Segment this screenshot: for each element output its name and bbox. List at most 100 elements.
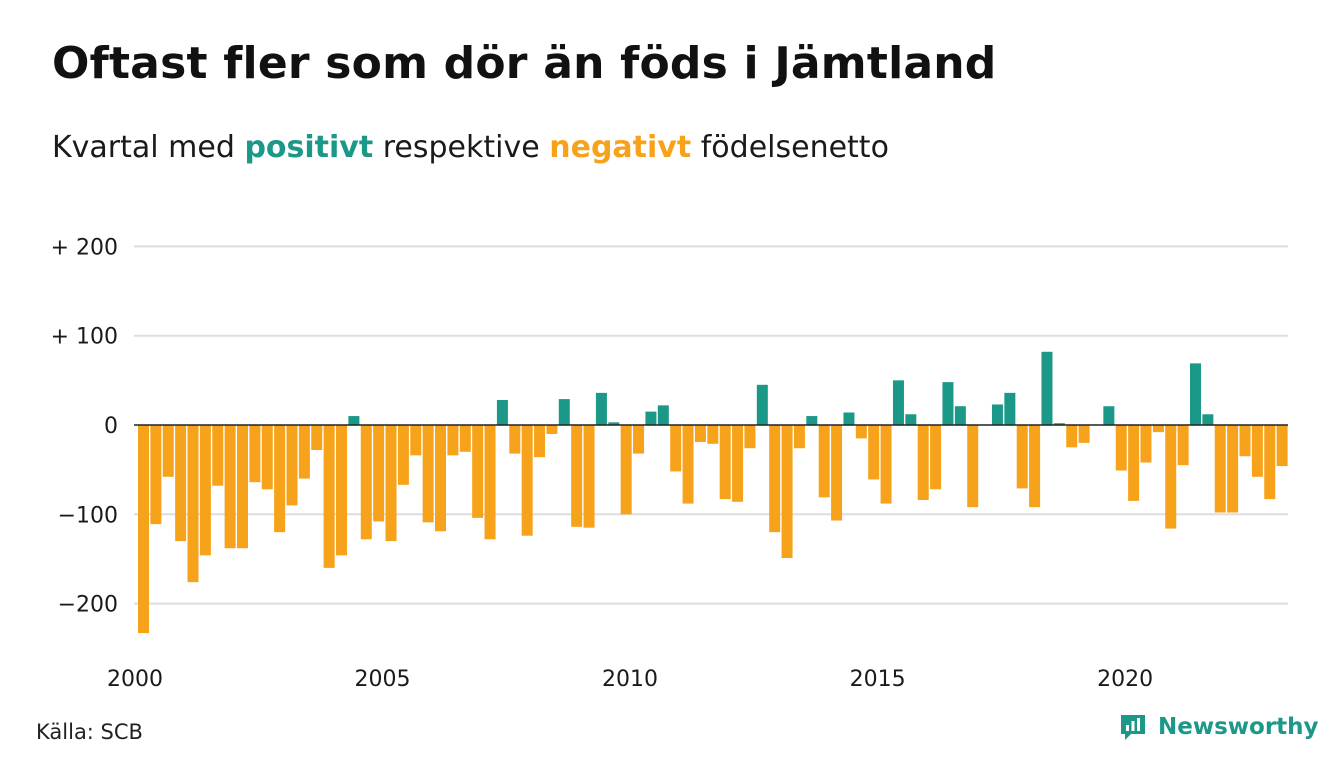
bar [348, 416, 360, 425]
bar [323, 425, 335, 568]
subtitle-positive-label: positivt [244, 130, 374, 165]
bar [521, 425, 533, 536]
bar [595, 392, 607, 425]
bar [843, 412, 855, 425]
y-axis-labels: + 200 + 100 0 −100 −200 [51, 235, 118, 617]
bar [1251, 425, 1263, 477]
bar [558, 399, 570, 425]
bar [212, 425, 224, 486]
subtitle-text-pre: Kvartal med [52, 130, 235, 165]
bar [633, 425, 645, 454]
bar [620, 425, 632, 515]
bar [793, 425, 805, 449]
bar-chart: + 200 + 100 0 −100 −200 2000 2005 2010 2015 2020 [51, 235, 1288, 692]
bar [744, 425, 756, 449]
bar [311, 425, 323, 451]
bar [806, 416, 818, 425]
brand-logo-link[interactable]: Newsworthy [1118, 712, 1319, 742]
bar [917, 425, 929, 501]
bar [224, 425, 236, 549]
bar [546, 425, 558, 434]
bar [868, 425, 880, 480]
bar [162, 425, 174, 477]
bar [385, 425, 397, 542]
y-tick-label: + 100 [51, 325, 118, 350]
bar [954, 406, 966, 425]
bar [1115, 425, 1127, 471]
bar [1103, 406, 1115, 425]
bar [187, 425, 199, 583]
bar [930, 425, 942, 490]
bar [274, 425, 286, 533]
bar [818, 425, 830, 498]
bar [138, 425, 149, 634]
bar [286, 425, 298, 506]
bar [831, 425, 843, 521]
bar [645, 411, 657, 425]
bar [199, 425, 211, 556]
x-tick-label: 2015 [850, 667, 906, 692]
bar [1041, 351, 1053, 425]
bar [1165, 425, 1177, 529]
y-tick-label: + 200 [51, 235, 118, 260]
bar [175, 425, 187, 542]
bar [1029, 425, 1041, 508]
bar [472, 425, 484, 518]
bar [459, 425, 471, 452]
bar [336, 425, 348, 556]
source-note: Källa: SCB [36, 720, 143, 744]
bar [1078, 425, 1090, 443]
bar [509, 425, 521, 454]
bar [237, 425, 249, 549]
bar [1189, 363, 1201, 425]
x-axis-labels: 2000 2005 2010 2015 2020 [107, 667, 1153, 692]
bar [571, 425, 583, 527]
bar [769, 425, 781, 533]
bar [1177, 425, 1189, 466]
bar [1004, 392, 1016, 425]
bar [694, 425, 706, 442]
bar [942, 382, 954, 425]
bar [732, 425, 744, 502]
bar [534, 425, 546, 458]
bar [298, 425, 310, 479]
bar-layer [138, 351, 1288, 634]
y-tick-label: −200 [58, 593, 118, 618]
y-tick-label: −100 [58, 503, 118, 528]
bar [608, 422, 620, 425]
bar-chart-speech-bubble-icon [1121, 715, 1145, 740]
chart-subtitle: Kvartal med positivt respektive negativt… [52, 130, 889, 165]
bar [1276, 425, 1288, 467]
bar [1214, 425, 1226, 513]
bar [905, 414, 917, 425]
bar [892, 380, 904, 425]
bar [373, 425, 385, 522]
bar [422, 425, 434, 523]
bar [707, 425, 719, 444]
bar [855, 425, 867, 439]
bar [1140, 425, 1152, 463]
bar [781, 425, 793, 559]
bar [1016, 425, 1028, 489]
bar [657, 405, 669, 425]
bar [484, 425, 496, 540]
bar [1066, 425, 1078, 448]
bar [410, 425, 422, 456]
x-tick-label: 2020 [1097, 667, 1153, 692]
x-tick-label: 2005 [355, 667, 411, 692]
bar [991, 404, 1003, 425]
bar [435, 425, 447, 532]
bar [1239, 425, 1251, 457]
bar [360, 425, 372, 540]
bar [496, 399, 508, 425]
bar [682, 425, 694, 504]
x-tick-label: 2000 [107, 667, 163, 692]
subtitle-text-post: födelsenetto [700, 130, 889, 165]
brand-name: Newsworthy [1158, 714, 1319, 740]
bar [967, 425, 979, 508]
bar [1053, 423, 1065, 425]
bar [397, 425, 409, 485]
bar [583, 425, 595, 528]
subtitle-negative-label: negativt [549, 130, 692, 165]
bar [1152, 425, 1164, 433]
